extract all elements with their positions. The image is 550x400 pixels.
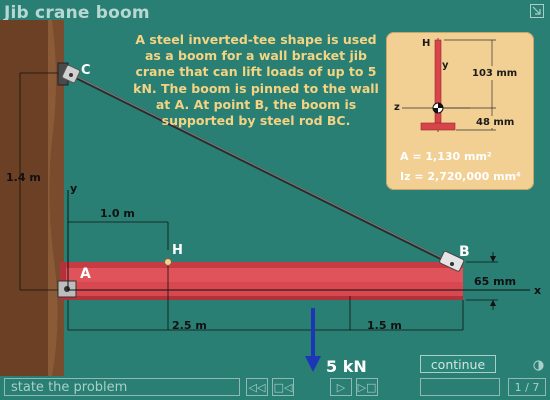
load-label: 5 kN bbox=[326, 357, 367, 376]
label-h: H bbox=[172, 243, 183, 258]
step-back-icon: □◁ bbox=[273, 380, 293, 394]
corner-fold-icon[interactable] bbox=[530, 4, 544, 18]
contrast-icon[interactable] bbox=[533, 360, 544, 371]
input-box bbox=[420, 378, 500, 396]
dim-1-0: 1.0 m bbox=[100, 207, 135, 220]
continue-button[interactable]: continue bbox=[420, 355, 496, 373]
area-value: A = 1,130 mm² bbox=[400, 150, 492, 163]
play-icon: ▷ bbox=[336, 380, 346, 394]
label-b: B bbox=[459, 244, 470, 260]
problem-statement: A steel inverted-tee shape is used as a … bbox=[133, 32, 379, 129]
label-a: A bbox=[80, 266, 91, 282]
label-y-axis: y bbox=[70, 182, 77, 195]
inset-label-h: H bbox=[422, 38, 431, 49]
step-forward-button[interactable]: ▷□ bbox=[356, 378, 378, 396]
label-x-axis: x bbox=[534, 284, 541, 297]
wall bbox=[0, 20, 64, 376]
dim-2-5: 2.5 m bbox=[172, 319, 207, 332]
page-indicator: 1 / 7 bbox=[508, 378, 546, 396]
rewind-icon: ◁◁ bbox=[248, 380, 266, 394]
play-button[interactable]: ▷ bbox=[330, 378, 352, 396]
pin-a bbox=[57, 280, 77, 298]
rod-bc bbox=[70, 73, 453, 266]
bracket-b bbox=[439, 250, 465, 272]
status-field: state the problem bbox=[4, 378, 240, 396]
bracket-c bbox=[57, 62, 81, 86]
dim-height: 1.4 m bbox=[6, 171, 41, 184]
inset-label-z: z bbox=[394, 102, 400, 113]
inertia-value: Iz = 2,720,000 mm⁴ bbox=[400, 170, 521, 183]
inset-label-y: y bbox=[442, 60, 449, 71]
dim-1-5: 1.5 m bbox=[367, 319, 402, 332]
inset-dim-48: 48 mm bbox=[476, 117, 515, 128]
step-back-button[interactable]: □◁ bbox=[272, 378, 294, 396]
inset-dim-103: 103 mm bbox=[472, 68, 518, 79]
cross-section-inset: H y z 103 mm 48 mm A = 1,130 mm² Iz = 2,… bbox=[386, 32, 534, 190]
rewind-button[interactable]: ◁◁ bbox=[246, 378, 268, 396]
boom bbox=[60, 262, 463, 300]
page-title: Jib crane boom bbox=[4, 3, 150, 23]
dim-65mm: 65 mm bbox=[474, 275, 516, 288]
label-c: C bbox=[81, 63, 91, 78]
step-forward-icon: ▷□ bbox=[357, 380, 377, 394]
load-arrow bbox=[305, 308, 321, 372]
